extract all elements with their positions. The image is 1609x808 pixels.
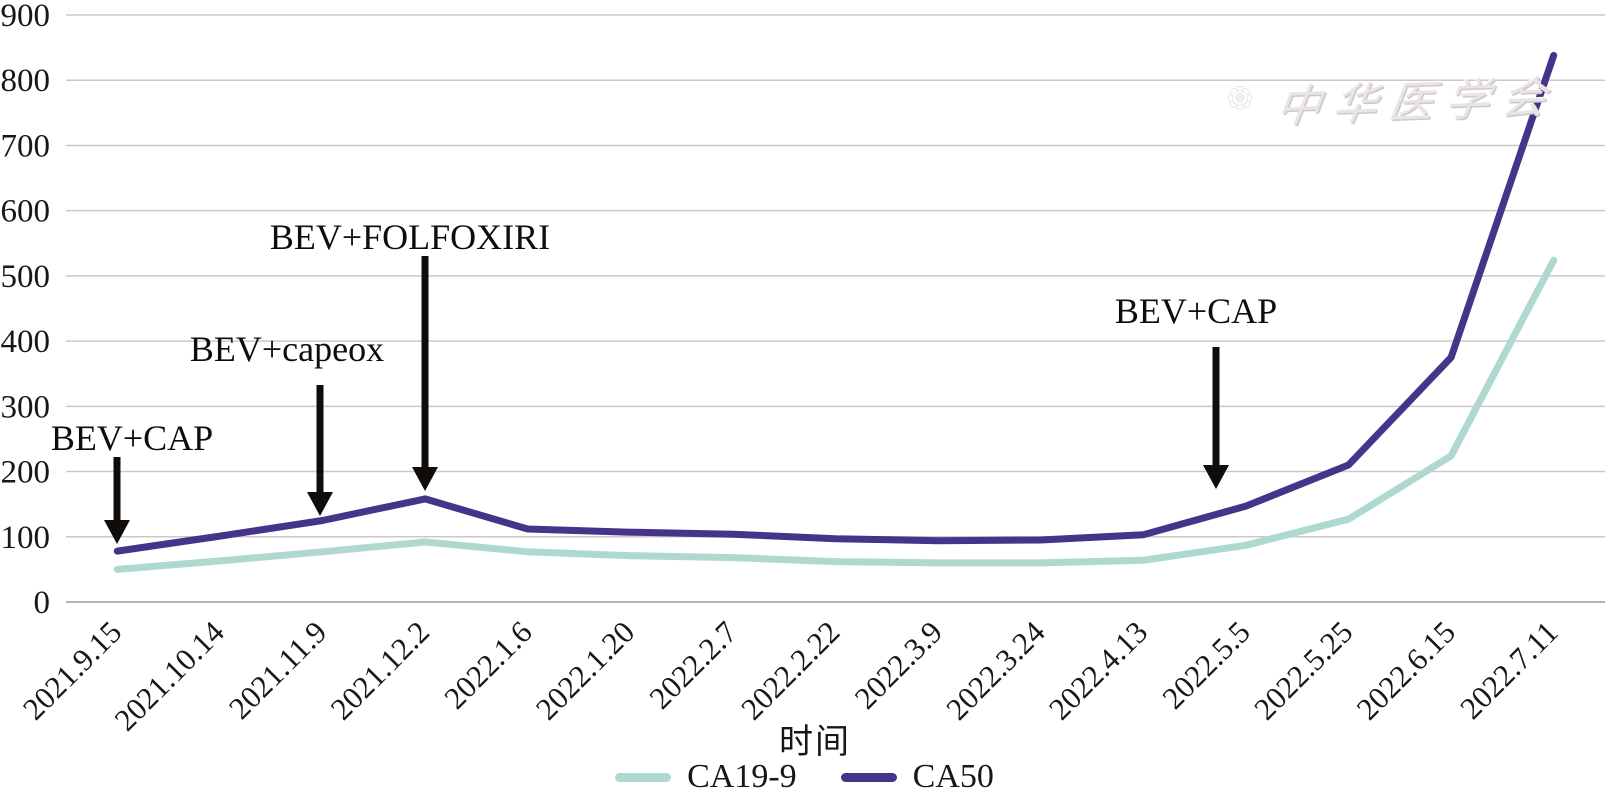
x-axis-tick-label: 2022.5.5 — [1155, 614, 1256, 715]
legend-item-ca19-9: CA19-9 — [615, 758, 797, 796]
x-axis-tick-label: 2022.1.6 — [437, 614, 538, 715]
x-axis-tick-label: 2022.3.9 — [848, 614, 949, 715]
y-axis-tick-label: 800 — [1, 63, 51, 99]
y-axis-tick-label: 500 — [1, 259, 51, 295]
x-axis-tick-label: 2022.6.15 — [1350, 614, 1462, 726]
chart-legend: CA19-9 CA50 — [0, 758, 1609, 796]
x-axis-tick-label: 2021.11.9 — [222, 614, 334, 726]
y-axis-tick-label: 100 — [1, 520, 51, 556]
annotation-arrowhead — [104, 520, 130, 544]
legend-label-ca50: CA50 — [912, 758, 994, 795]
y-axis-tick-label: 200 — [1, 455, 51, 491]
annotation-arrowhead — [1203, 465, 1229, 489]
y-axis-tick-label: 700 — [1, 128, 51, 164]
series-line-ca19-9 — [113, 256, 1558, 573]
annotation-label: BEV+capeox — [190, 329, 384, 369]
x-axis-tick-label: 2022.4.13 — [1042, 614, 1154, 726]
legend-label-ca19-9: CA19-9 — [687, 758, 797, 795]
x-axis-tick-label: 2022.7.11 — [1453, 614, 1565, 726]
x-axis-tick-label: 2022.2.22 — [734, 614, 846, 726]
ca19-9-line-swatch — [615, 772, 672, 782]
annotation-arrowhead — [412, 467, 438, 491]
annotation-label: BEV+CAP — [51, 418, 213, 458]
x-axis-tick-label: 2021.12.2 — [324, 614, 436, 726]
x-axis-tick-label: 2022.2.7 — [642, 614, 743, 715]
ca50-line-swatch — [840, 772, 897, 782]
x-axis-tick-label: 2022.5.25 — [1247, 614, 1359, 726]
legend-item-ca50: CA50 — [840, 758, 994, 796]
annotation-arrowhead — [307, 492, 333, 516]
annotation-label: BEV+FOLFOXIRI — [270, 217, 550, 257]
x-axis-title: 时间 — [779, 724, 851, 761]
y-axis-tick-label: 900 — [1, 0, 51, 34]
y-axis-tick-label: 400 — [1, 324, 51, 360]
y-axis-tick-label: 300 — [1, 389, 51, 425]
annotation-label: BEV+CAP — [1115, 291, 1277, 331]
series-line-ca50 — [113, 51, 1558, 555]
x-axis-tick-label: 2022.3.24 — [939, 614, 1052, 727]
y-axis-tick-label: 0 — [34, 585, 51, 621]
x-axis-tick-label: 2022.1.20 — [529, 614, 641, 726]
y-axis-tick-label: 600 — [1, 194, 51, 230]
